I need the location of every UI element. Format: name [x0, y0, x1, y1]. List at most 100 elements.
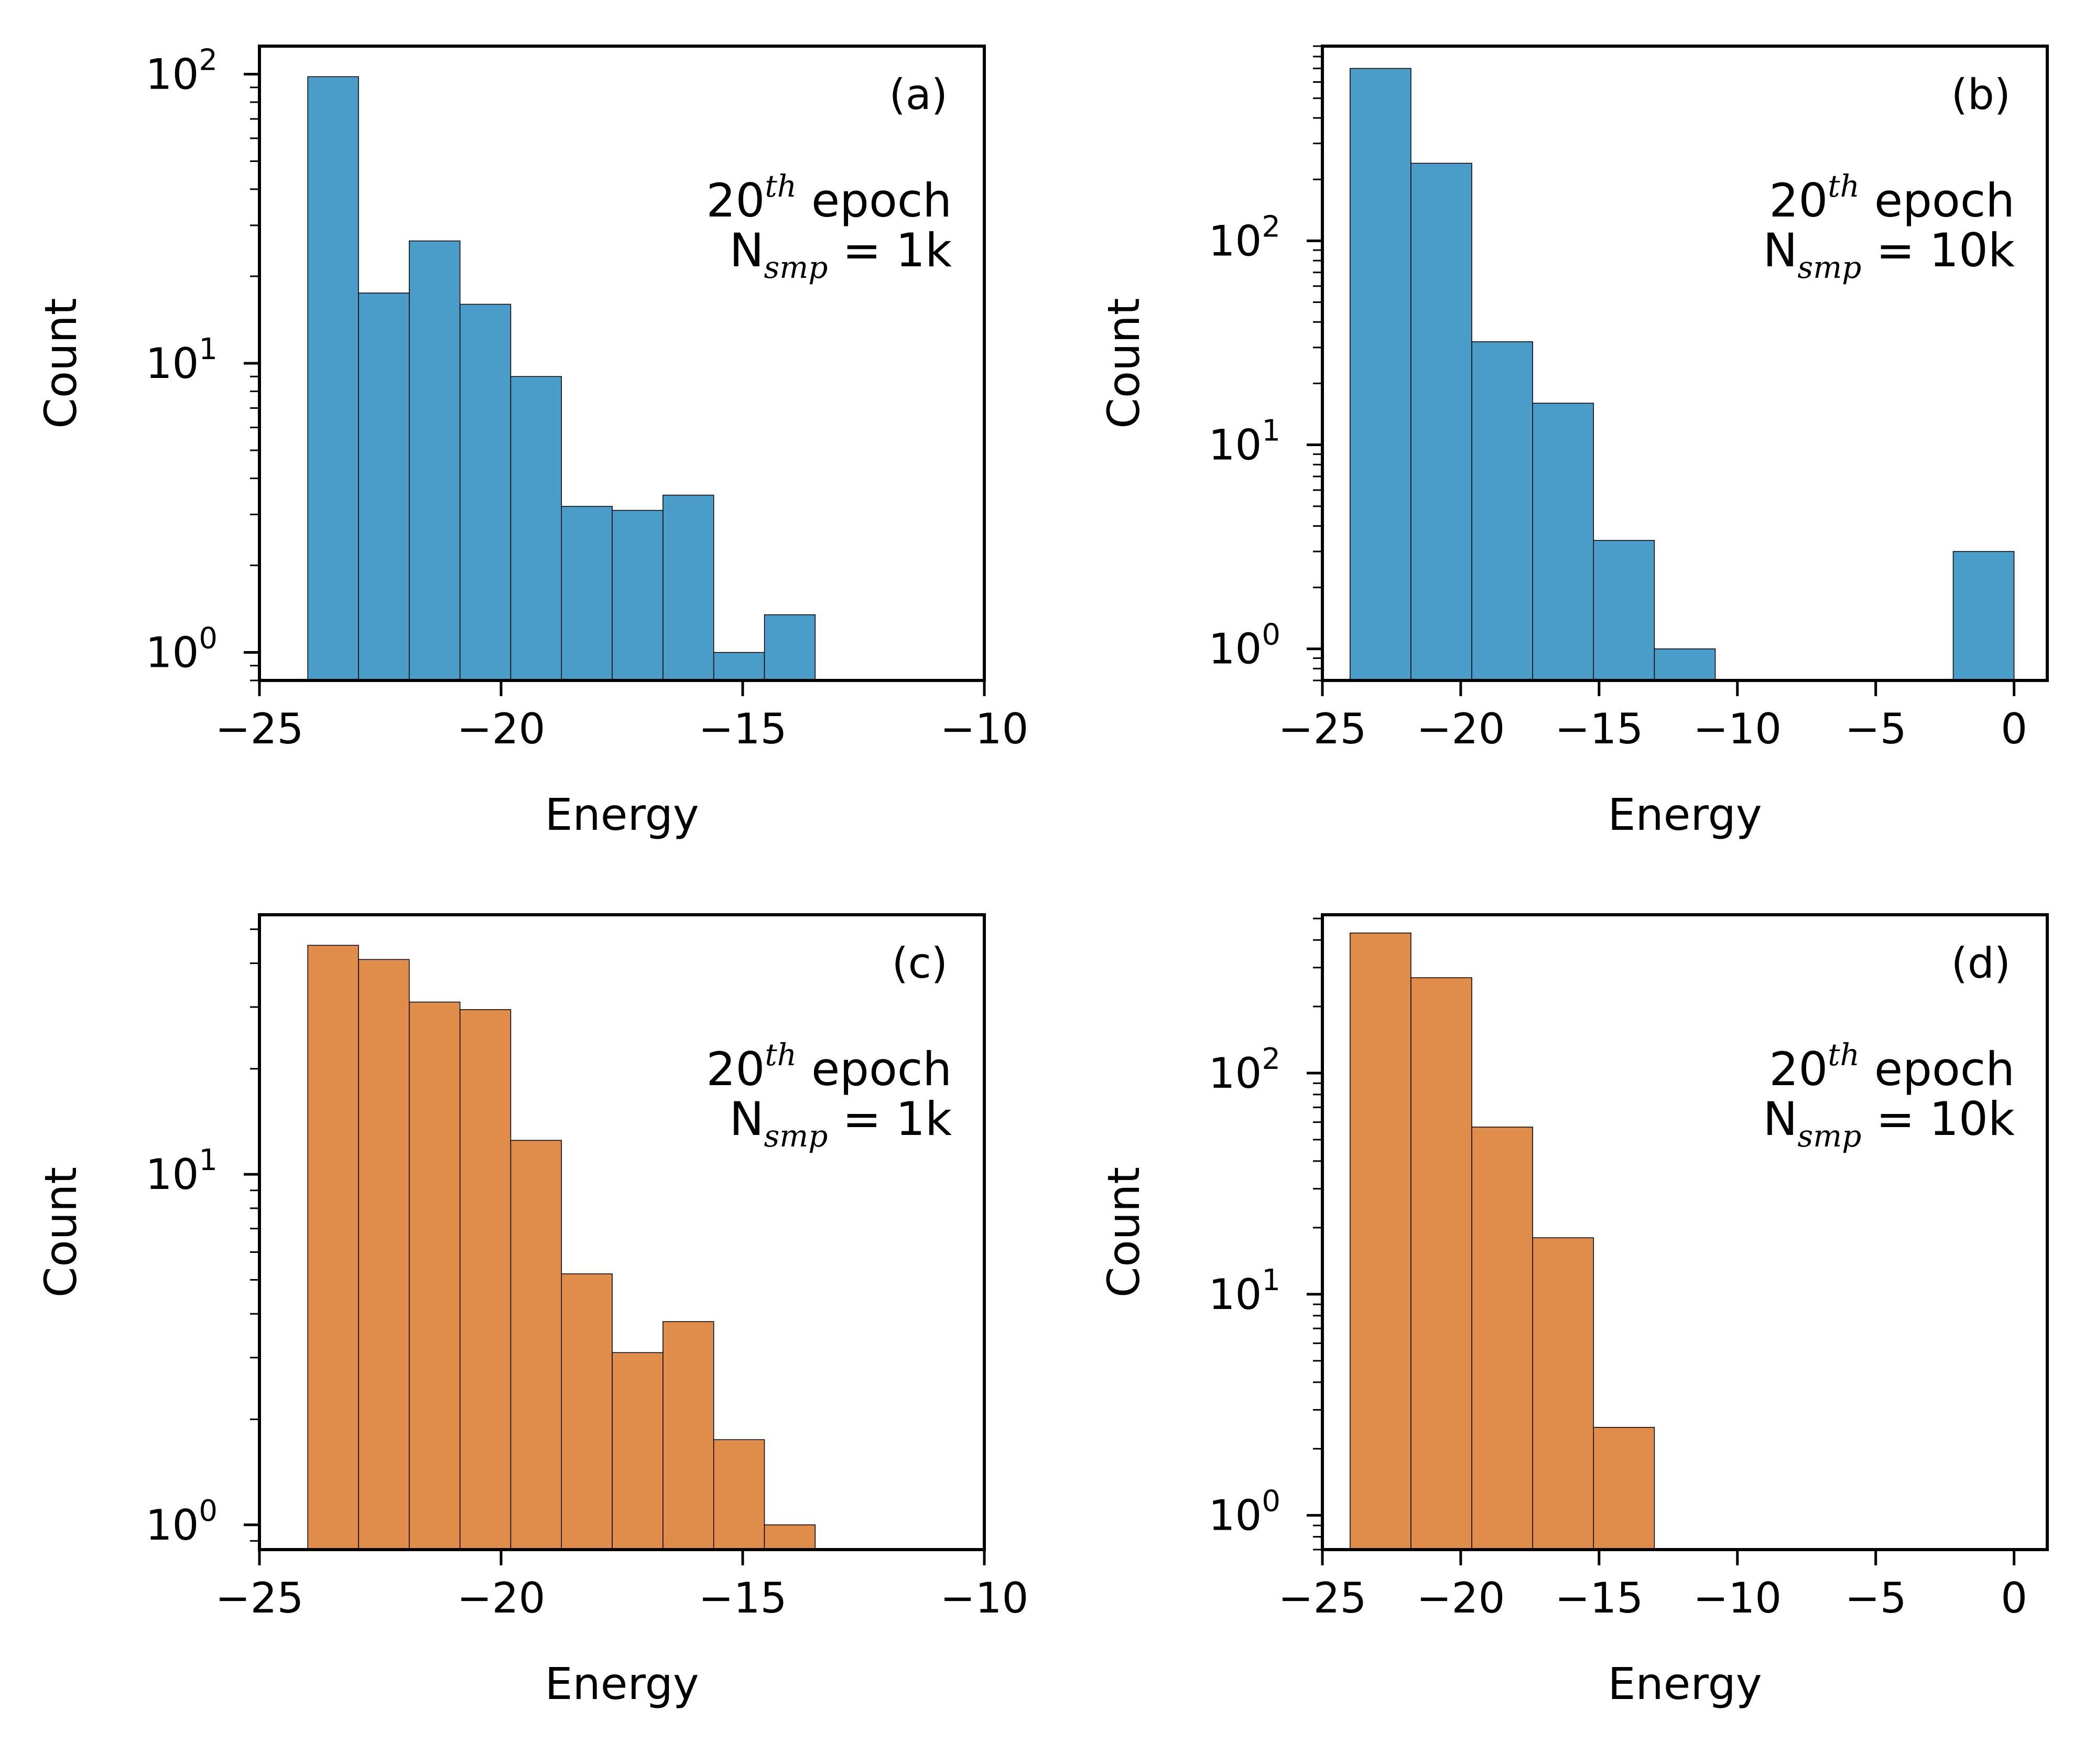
sample-annotation: Nsmp = 1k: [730, 223, 952, 285]
epoch-number: 20: [1769, 1042, 1828, 1096]
axes-frame: [258, 913, 986, 1551]
x-axis-label: Energy: [1608, 1658, 1762, 1709]
y-axis-label: Count: [1098, 298, 1149, 428]
x-tick-label: −5: [1845, 1574, 1907, 1622]
x-tick-label: −10: [940, 705, 1029, 753]
y-tick-exponent: 0: [199, 1494, 218, 1528]
x-tick-label: −25: [1278, 705, 1367, 753]
histogram-bar: [561, 1273, 613, 1550]
epoch-word: epoch: [797, 174, 952, 228]
y-tick-exponent: 2: [1262, 210, 1280, 244]
y-tick-label: 100: [146, 1494, 218, 1550]
sample-symbol: N: [1763, 1092, 1798, 1146]
histogram-bar: [1350, 68, 1411, 681]
histogram-bar: [1350, 933, 1411, 1550]
histogram-bar: [459, 1009, 512, 1550]
epoch-number: 20: [706, 1042, 765, 1096]
x-tick-label: −10: [1693, 1574, 1782, 1622]
epoch-annotation: 20th epoch: [1769, 1037, 2015, 1096]
histogram-bar: [307, 945, 359, 1550]
panel-d: −25 −20 −15 −10 −5 0100101102EnergyCount(d)20…: [1098, 913, 2049, 1709]
y-tick-base: 10: [1209, 217, 1262, 265]
histogram-bar: [510, 376, 562, 681]
sample-value: = 10k: [1861, 1092, 2015, 1146]
histogram-bar: [409, 1001, 461, 1550]
sample-annotation: Nsmp = 1k: [730, 1092, 952, 1154]
y-tick-exponent: 2: [199, 43, 218, 77]
axes-frame: [1321, 913, 2049, 1551]
histogram-bar: [1952, 551, 2015, 681]
y-tick-base: 10: [1209, 1270, 1262, 1319]
y-tick-exponent: 0: [1262, 1485, 1280, 1519]
panel-label: (a): [889, 70, 948, 119]
y-tick-base: 10: [1209, 421, 1262, 470]
histogram-bar: [1654, 648, 1716, 681]
histogram-bar: [459, 304, 512, 681]
y-tick-exponent: 0: [1262, 618, 1280, 652]
y-tick-exponent: 1: [199, 332, 218, 366]
y-tick-label: 101: [1209, 414, 1280, 470]
sample-annotation: Nsmp = 10k: [1763, 223, 2015, 285]
histogram-bar: [1532, 403, 1594, 681]
panel-a: −25 −20 −15 −10100101102EnergyCount(a)20th …: [35, 43, 1028, 840]
x-tick-label: −20: [1417, 1574, 1505, 1622]
y-tick-base: 10: [146, 629, 199, 677]
histogram-bar: [1593, 540, 1655, 681]
epoch-word: epoch: [1860, 174, 2015, 228]
epoch-annotation: 20th epoch: [706, 168, 952, 228]
y-tick-base: 10: [1209, 1491, 1262, 1540]
epoch-word: epoch: [797, 1042, 952, 1096]
sample-symbol: N: [730, 1092, 764, 1146]
epoch-superscript: th: [1828, 1037, 1860, 1073]
x-tick-label: 0: [2001, 1574, 2027, 1622]
y-tick-base: 10: [146, 50, 199, 99]
y-tick-exponent: 1: [199, 1143, 218, 1177]
y-axis-label: Count: [35, 298, 86, 428]
x-tick-label: −25: [215, 1574, 304, 1622]
sample-subscript: smp: [764, 250, 828, 285]
histogram-bar: [1593, 1427, 1655, 1550]
histogram-bar: [764, 1524, 816, 1550]
panel-label: (b): [1951, 70, 2011, 119]
y-tick-label: 102: [1209, 210, 1280, 265]
epoch-word: epoch: [1860, 1042, 2015, 1096]
y-tick-base: 10: [1209, 1049, 1262, 1098]
y-tick-base: 10: [146, 1150, 199, 1199]
x-tick-label: −20: [1417, 705, 1505, 753]
histogram-bar: [409, 240, 461, 681]
histogram-bar: [1471, 341, 1533, 681]
y-tick-label: 101: [1209, 1263, 1280, 1319]
x-axis-label: Energy: [545, 789, 699, 840]
y-tick-exponent: 2: [1262, 1042, 1280, 1076]
x-tick-label: −5: [1845, 705, 1907, 753]
histogram-bar: [510, 1140, 562, 1550]
histogram-bar: [1410, 977, 1472, 1550]
x-tick-label: 0: [2001, 705, 2027, 753]
x-tick-label: −15: [1555, 1574, 1643, 1622]
histogram-bar: [561, 506, 613, 681]
x-tick-label: −25: [215, 705, 304, 753]
epoch-superscript: th: [765, 1037, 797, 1073]
histogram-bar: [713, 1439, 765, 1550]
histogram-bar: [1532, 1237, 1594, 1550]
sample-subscript: smp: [1797, 250, 1861, 285]
x-tick-label: −15: [1555, 705, 1643, 753]
sample-subscript: smp: [764, 1118, 828, 1154]
histogram-bar: [612, 510, 664, 681]
x-tick-label: −25: [1278, 1574, 1367, 1622]
y-tick-label: 102: [146, 43, 218, 99]
y-tick-base: 10: [146, 339, 199, 388]
y-tick-label: 101: [146, 332, 218, 388]
sample-value: = 1k: [828, 1092, 952, 1146]
sample-annotation: Nsmp = 10k: [1763, 1092, 2015, 1154]
y-tick-label: 100: [1209, 1485, 1280, 1540]
histogram-bar: [307, 76, 359, 681]
sample-subscript: smp: [1797, 1118, 1861, 1154]
panel-label: (c): [892, 939, 948, 988]
y-axis-label: Count: [35, 1167, 86, 1297]
epoch-number: 20: [1769, 174, 1828, 228]
epoch-superscript: th: [765, 168, 797, 204]
panel-b: −25 −20 −15 −10 −5 0100101102EnergyCount(b)20…: [1098, 45, 2049, 840]
